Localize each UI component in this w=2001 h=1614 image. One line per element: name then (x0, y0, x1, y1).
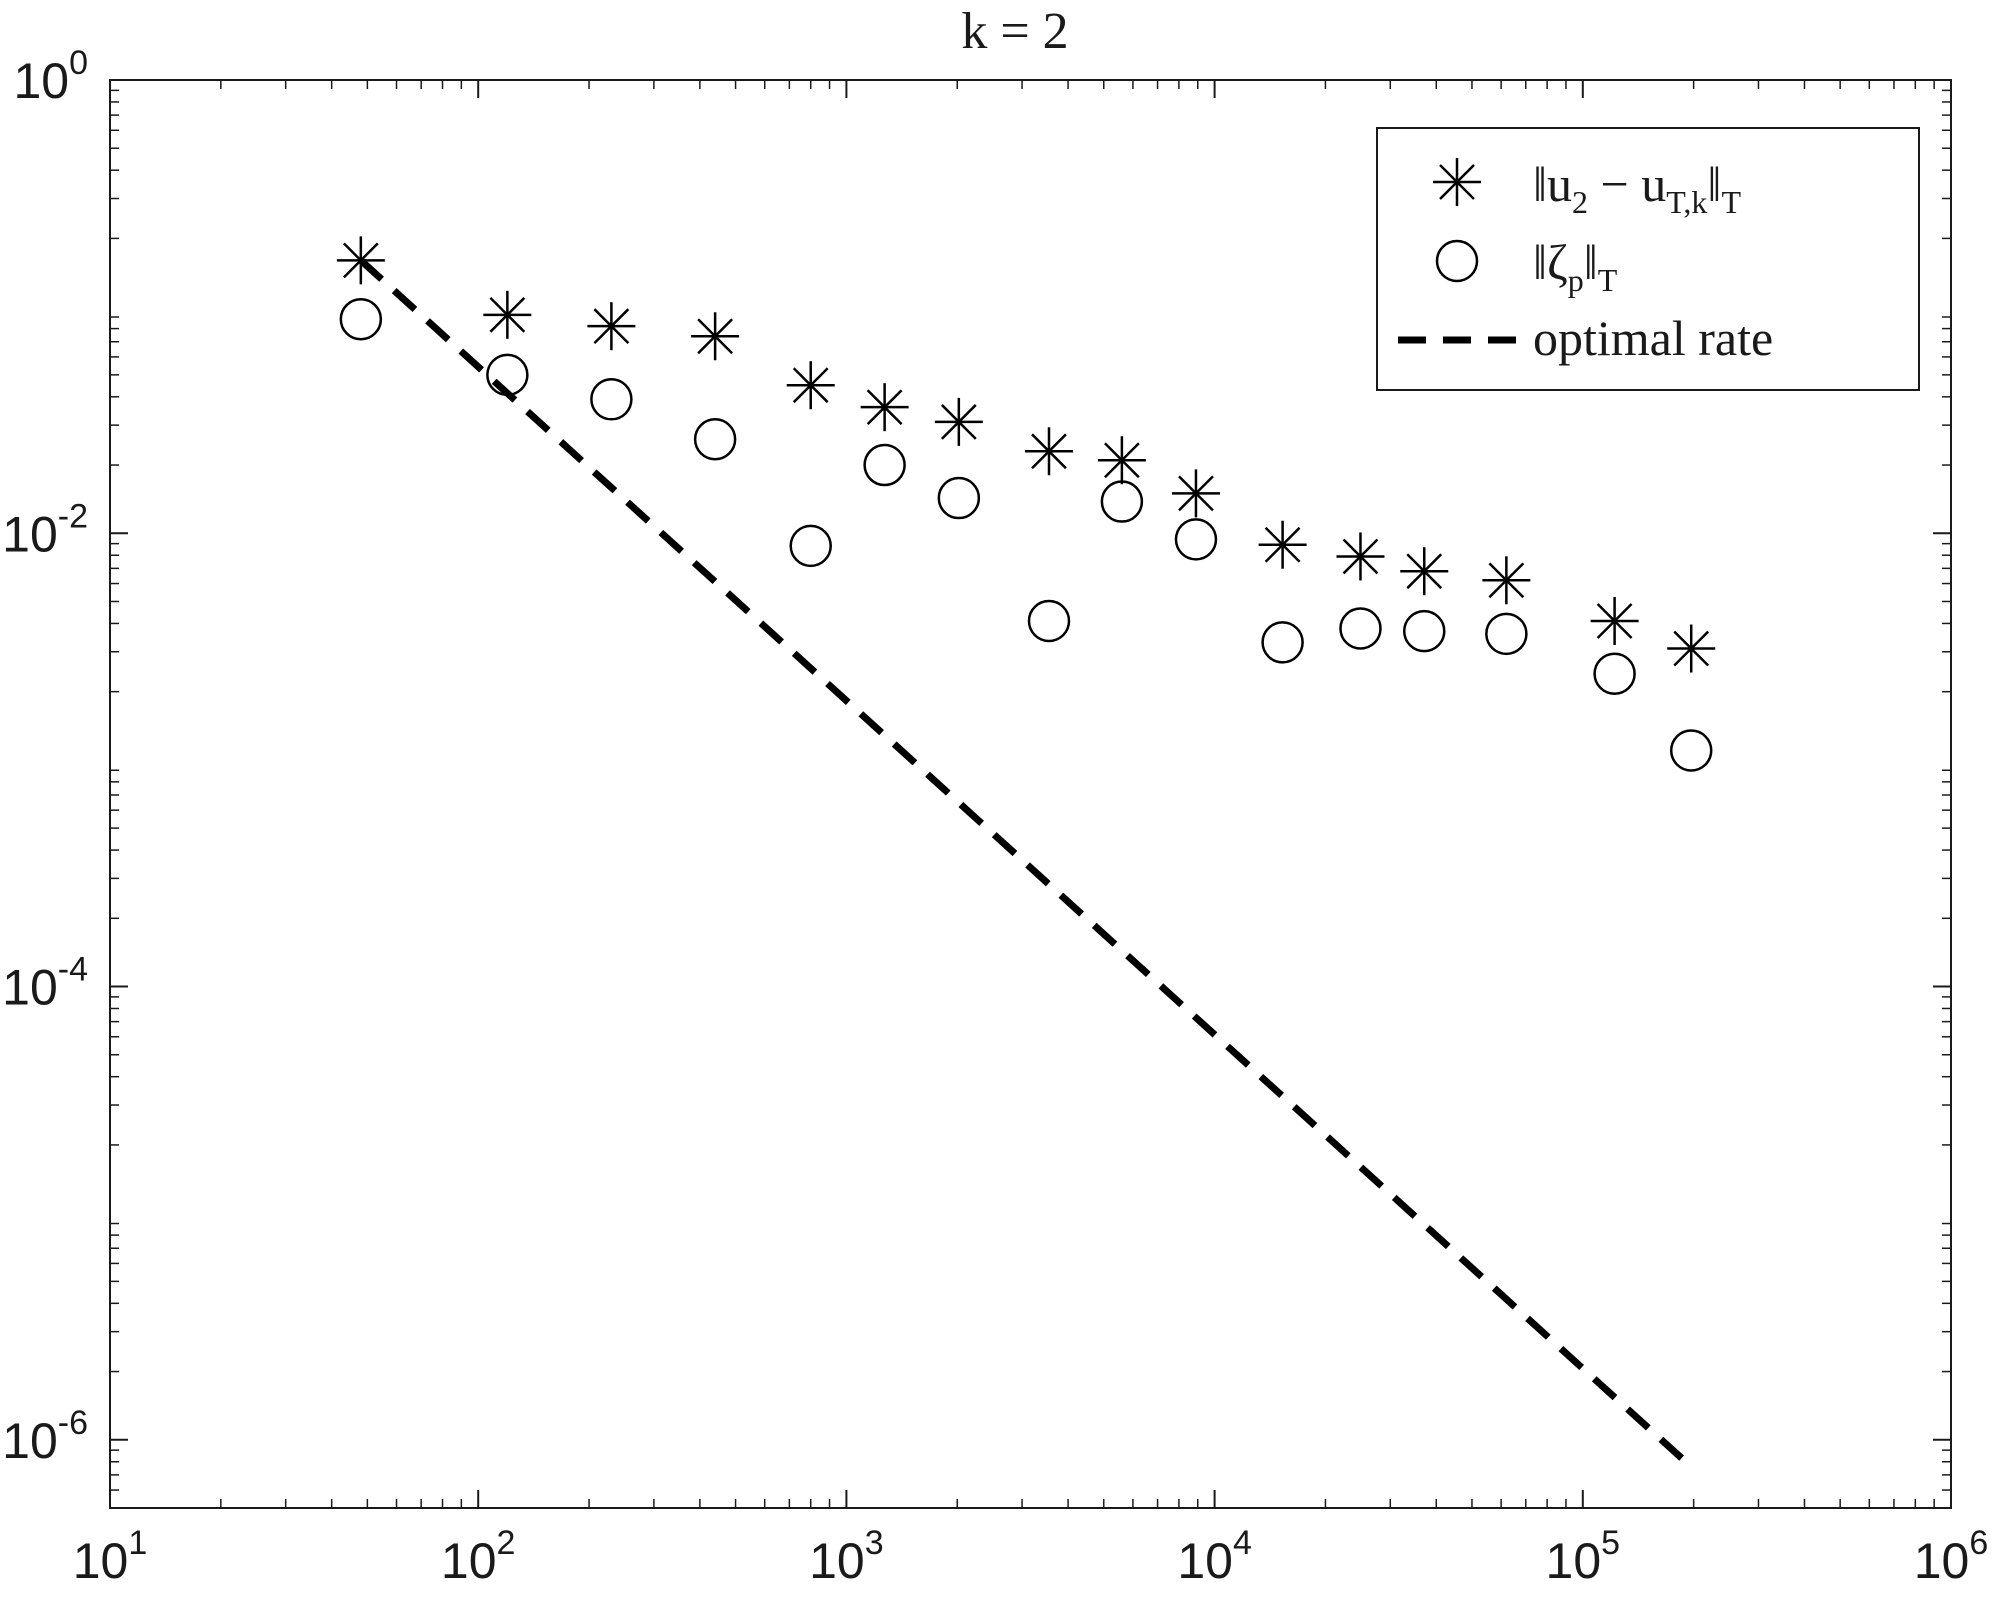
series-error-norm (336, 236, 1716, 673)
circle-point (1593, 652, 1636, 695)
circle-point (863, 443, 906, 487)
legend-asterisk-marker (1433, 158, 1481, 206)
y-tick-label: 100 (13, 44, 88, 109)
asterisk-point (336, 236, 385, 285)
circle-point (1485, 612, 1528, 656)
asterisk-point (483, 290, 532, 339)
legend-label-error: ‖u2 − uT,k‖T (1533, 156, 1741, 220)
plot-series (336, 236, 1716, 1470)
asterisk-point (1590, 597, 1639, 646)
x-tick-label: 104 (1177, 1524, 1252, 1589)
x-tick-label: 101 (73, 1524, 148, 1589)
asterisk-point (860, 383, 909, 432)
series-optimal-rate (358, 257, 1694, 1470)
circle-point (1174, 518, 1218, 561)
legend-circle-marker (1435, 239, 1479, 283)
circle-point (339, 297, 383, 341)
asterisk-point (1336, 532, 1385, 581)
circle-point (590, 378, 633, 421)
legend-asterisk-glyph (1433, 158, 1481, 206)
circle-point (1027, 599, 1071, 643)
optimal-rate-line (358, 257, 1694, 1470)
asterisk-point (1171, 469, 1220, 518)
circle-point (486, 353, 529, 397)
series-zeta-norm (339, 297, 1713, 772)
legend-entry-zeta: ‖ζp‖T (1435, 234, 1618, 298)
circle-point (1339, 607, 1382, 650)
asterisk-point (786, 361, 835, 410)
axes (109, 79, 1952, 1509)
circle-point (693, 417, 737, 461)
legend-entry-optimal-rate: optimal rate (1398, 310, 1773, 366)
circle-point (937, 476, 981, 520)
asterisk-point (1024, 427, 1073, 476)
chart-title: k = 2 (961, 3, 1068, 60)
legend: ‖u2 − uT,k‖T ‖ζp‖T optimal rate (1376, 127, 1920, 391)
legend-label-optimal-rate: optimal rate (1533, 310, 1773, 366)
asterisk-point (1097, 436, 1146, 485)
y-tick-label: 10-6 (2, 1404, 88, 1469)
asterisk-point (1482, 556, 1531, 605)
y-tick-label: 10-4 (2, 951, 88, 1016)
x-tick-label: 105 (1546, 1524, 1621, 1589)
y-tick-label: 10-2 (2, 497, 88, 562)
y-axis-ticks: 100 10-2 10-4 10-6 (2, 44, 1951, 1509)
circle-point (1100, 480, 1144, 523)
x-tick-label: 103 (809, 1524, 884, 1589)
asterisk-point (691, 312, 740, 361)
asterisk-point (1667, 624, 1716, 673)
x-tick-label: 102 (441, 1524, 516, 1589)
circle-point (789, 524, 832, 568)
asterisk-point (934, 397, 983, 446)
asterisk-point (1400, 547, 1449, 596)
x-axis-ticks: 101 102 103 104 105 106 (73, 80, 1989, 1589)
asterisk-point (1258, 520, 1307, 569)
legend-label-zeta: ‖ζp‖T (1533, 234, 1618, 298)
asterisk-point (587, 302, 636, 351)
legend-entry-error: ‖u2 − uT,k‖T (1433, 156, 1741, 220)
x-tick-label: 106 (1914, 1524, 1989, 1589)
circle-point (1669, 729, 1713, 772)
circle-point (1402, 609, 1446, 653)
circle-point (1261, 621, 1304, 664)
plot-frame (109, 79, 1952, 1509)
